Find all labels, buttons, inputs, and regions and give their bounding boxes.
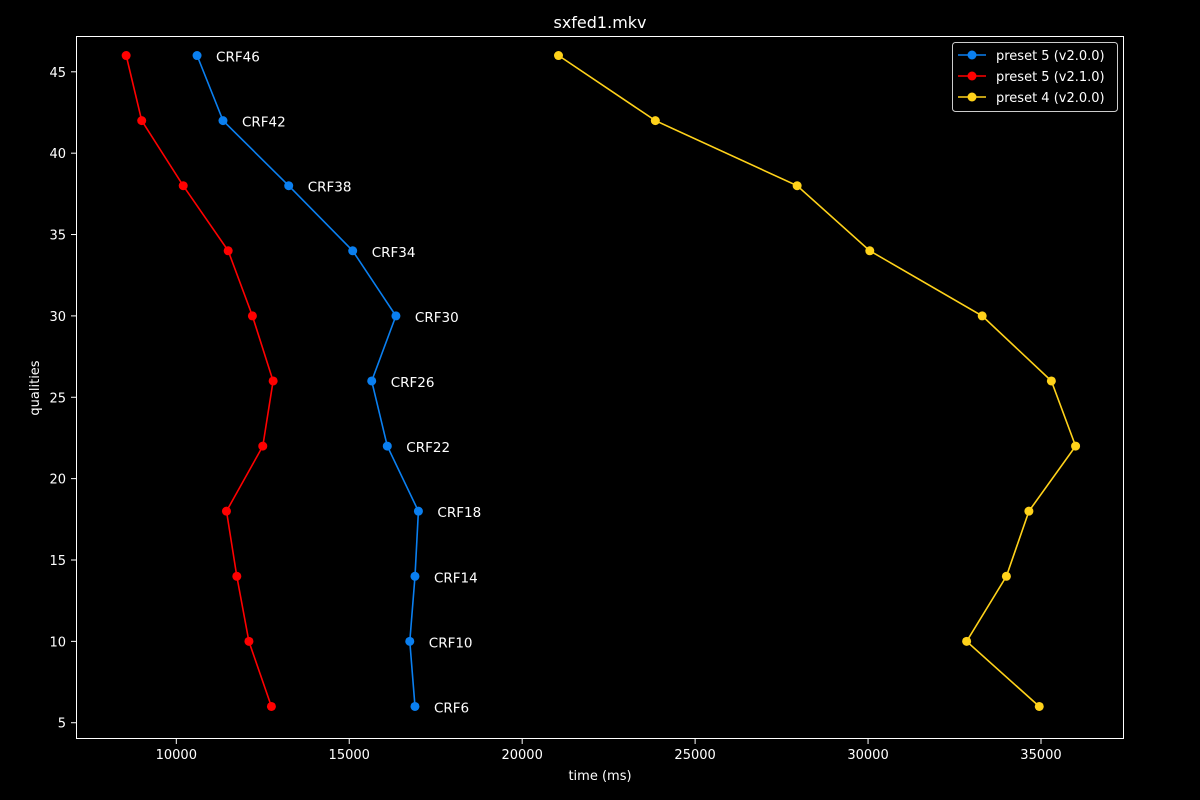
series-point-1 xyxy=(244,636,254,646)
x-ticks: 10000 15000 20000 25000 30000 35000 xyxy=(156,739,1062,763)
point-label: CRF10 xyxy=(429,635,473,651)
series-point-2 xyxy=(962,636,972,646)
point-label: CRF18 xyxy=(437,505,481,521)
series-point-0 xyxy=(410,571,420,581)
y-tick-label: 20 xyxy=(49,473,66,488)
legend: preset 5 (v2.0.0) preset 5 (v2.1.0) preset… xyxy=(952,42,1118,112)
series-point-2 xyxy=(977,311,987,321)
series-point-1 xyxy=(223,246,233,256)
series-point-2 xyxy=(553,51,563,61)
series-point-2 xyxy=(1024,506,1034,516)
point-labels: CRF46 CRF42 CRF38 CRF34 CRF30 CRF26 CRF22 CRF18… xyxy=(216,50,481,717)
series-point-0 xyxy=(367,376,377,386)
series-point-2 xyxy=(1046,376,1056,386)
series-point-1 xyxy=(221,506,231,516)
y-tick-label: 25 xyxy=(49,391,66,406)
series-point-1 xyxy=(178,181,188,191)
point-label: CRF14 xyxy=(434,570,478,586)
series-point-2 xyxy=(1071,441,1081,451)
series-point-1 xyxy=(137,116,147,126)
series-point-0 xyxy=(410,701,420,711)
series-point-0 xyxy=(382,441,392,451)
series-point-1 xyxy=(268,376,278,386)
series-point-2 xyxy=(792,181,802,191)
series-layer xyxy=(121,51,1081,711)
legend-marker xyxy=(967,92,977,102)
x-tick-label: 30000 xyxy=(847,748,888,763)
x-tick-label: 15000 xyxy=(329,748,370,763)
series-point-1 xyxy=(266,701,276,711)
series-point-2 xyxy=(865,246,875,256)
series-point-0 xyxy=(192,51,202,61)
point-label: CRF38 xyxy=(308,180,352,196)
series-point-0 xyxy=(284,181,294,191)
series-point-1 xyxy=(258,441,268,451)
x-axis-label: time (ms) xyxy=(568,769,631,784)
legend-box xyxy=(952,42,1118,112)
legend-entry: preset 5 (v2.0.0) xyxy=(996,49,1105,64)
series-point-1 xyxy=(232,571,242,581)
y-tick-label: 10 xyxy=(49,635,66,650)
series-point-0 xyxy=(405,636,415,646)
series-point-0 xyxy=(413,506,423,516)
plot-frame xyxy=(76,36,1124,739)
legend-marker xyxy=(967,71,977,81)
legend-entry: preset 5 (v2.1.0) xyxy=(996,70,1105,85)
x-tick-label: 35000 xyxy=(1020,748,1061,763)
y-tick-label: 45 xyxy=(49,66,66,81)
y-tick-label: 30 xyxy=(49,310,66,325)
point-label: CRF22 xyxy=(406,440,450,456)
legend-entry: preset 4 (v2.0.0) xyxy=(996,91,1105,106)
y-tick-label: 40 xyxy=(49,147,66,162)
x-tick-label: 25000 xyxy=(674,748,715,763)
y-tick-label: 15 xyxy=(49,554,66,569)
point-label: CRF6 xyxy=(434,700,469,716)
series-point-0 xyxy=(218,116,228,126)
series-point-2 xyxy=(1001,571,1011,581)
chart-title: sxfed1.mkv xyxy=(553,13,646,32)
series-point-2 xyxy=(1034,701,1044,711)
series-point-0 xyxy=(391,311,401,321)
y-tick-label: 35 xyxy=(49,229,66,244)
series-point-1 xyxy=(121,51,131,61)
legend-marker xyxy=(967,50,977,60)
x-tick-label: 20000 xyxy=(501,748,542,763)
x-tick-label: 10000 xyxy=(156,748,197,763)
point-label: CRF34 xyxy=(372,245,416,261)
y-tick-label: 5 xyxy=(58,717,66,732)
point-label: CRF46 xyxy=(216,50,260,66)
series-point-2 xyxy=(650,116,660,126)
point-label: CRF30 xyxy=(415,310,459,326)
series-point-0 xyxy=(348,246,358,256)
y-ticks: 5 10 15 20 25 30 35 40 45 xyxy=(49,66,76,732)
series-point-1 xyxy=(247,311,257,321)
point-label: CRF42 xyxy=(242,115,286,131)
point-label: CRF26 xyxy=(391,375,435,391)
y-axis-label: qualities xyxy=(28,360,43,415)
